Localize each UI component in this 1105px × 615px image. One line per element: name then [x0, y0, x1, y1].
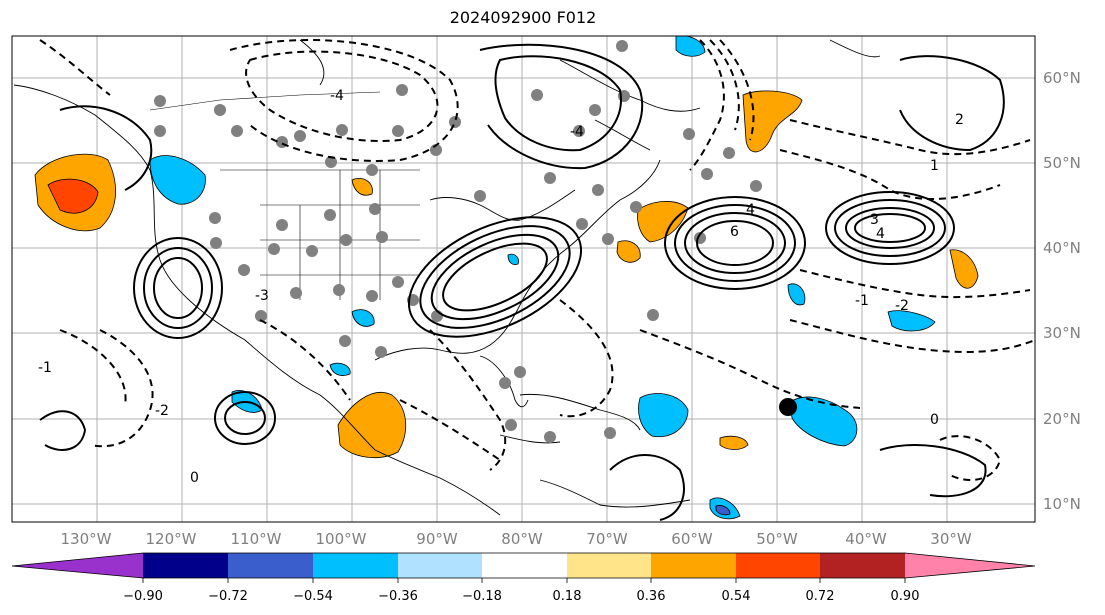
- lon-label: 110°W: [231, 530, 282, 548]
- lat-label: 40°N: [1043, 239, 1081, 257]
- contour-label: -4: [330, 88, 344, 104]
- lon-label: 130°W: [61, 530, 112, 548]
- contour-label: 4: [746, 202, 755, 218]
- lon-label: 90°W: [416, 530, 458, 548]
- colorbar-tick: −0.72: [208, 589, 248, 604]
- positive-shading: [34, 90, 979, 458]
- lat-label: 60°N: [1043, 69, 1081, 87]
- lat-label: 50°N: [1043, 154, 1081, 172]
- lon-label: 40°W: [845, 530, 887, 548]
- contour-labels: 6 4 3 4 2 1 0 -1 -2 -3 -4 -4 0 -1 -2: [38, 88, 964, 486]
- colorbar-segment: [736, 553, 820, 578]
- colorbar-segment: [820, 553, 905, 578]
- contour-label: -4: [570, 124, 584, 140]
- map-panel: 6 4 3 4 2 1 0 -1 -2 -3 -4 -4 0 -1 -2: [12, 36, 1035, 522]
- colorbar-segment: [143, 553, 228, 578]
- contour-label: -1: [855, 293, 869, 309]
- colorbar: −0.90 −0.72 −0.54 −0.36 −0.18 0.18 0.36 …: [11, 552, 1036, 604]
- station-dots: [154, 40, 762, 443]
- lon-label: 30°W: [930, 530, 972, 548]
- colorbar-tick: 0.18: [553, 589, 582, 604]
- colorbar-tick: 0.36: [637, 589, 666, 604]
- lon-label: 120°W: [146, 530, 197, 548]
- contour-label: 6: [730, 224, 739, 240]
- contour-label: 0: [930, 412, 939, 428]
- graticule: [12, 36, 1035, 522]
- solid-contours: [39, 43, 1005, 521]
- colorbar-tick: −0.90: [123, 589, 163, 604]
- contour-label: 4: [876, 226, 885, 242]
- contour-label: -3: [255, 288, 269, 304]
- contour-label: -2: [155, 403, 169, 419]
- dashed-contours: [39, 39, 1035, 481]
- contour-label: 1: [930, 158, 939, 174]
- contour-label: 2: [955, 112, 964, 128]
- lat-label: 30°N: [1043, 324, 1081, 342]
- colorbar-tick: 0.54: [722, 589, 751, 604]
- colorbar-segment: [482, 553, 567, 578]
- coastlines: [13, 39, 881, 516]
- colorbar-segment: [567, 553, 651, 578]
- colorbar-segment: [398, 553, 482, 578]
- colorbar-tick: 0.90: [891, 589, 920, 604]
- map-frame: [11, 35, 1036, 523]
- colorbar-tick: −0.54: [293, 589, 333, 604]
- colorbar-tick: −0.18: [462, 589, 502, 604]
- lat-label: 10°N: [1043, 495, 1081, 513]
- lon-label: 70°W: [586, 530, 628, 548]
- lon-label: 100°W: [316, 530, 367, 548]
- colorbar-tick: 0.72: [806, 589, 835, 604]
- colorbar-under-arrow: [12, 553, 143, 578]
- negative-shading: [149, 36, 936, 520]
- lon-label: 50°W: [756, 530, 798, 548]
- storm-marker: [779, 398, 797, 416]
- lon-label: 80°W: [501, 530, 543, 548]
- lat-label: 20°N: [1043, 410, 1081, 428]
- contour-label: 0: [190, 470, 199, 486]
- lon-label: 60°W: [671, 530, 713, 548]
- colorbar-segment: [228, 553, 313, 578]
- contour-label: -2: [895, 298, 909, 314]
- lon-axis: 130°W 120°W 110°W 100°W 90°W 80°W 70°W 6…: [61, 530, 972, 548]
- lat-axis: 60°N 50°N 40°N 30°N 20°N 10°N: [1043, 69, 1081, 513]
- map-title: 2024092900 F012: [449, 8, 597, 27]
- colorbar-tick: −0.36: [378, 589, 418, 604]
- contour-label: 3: [870, 212, 879, 228]
- colorbar-over-arrow: [905, 553, 1035, 578]
- colorbar-segment: [313, 553, 398, 578]
- contour-label: -1: [38, 360, 52, 376]
- colorbar-segment: [651, 553, 736, 578]
